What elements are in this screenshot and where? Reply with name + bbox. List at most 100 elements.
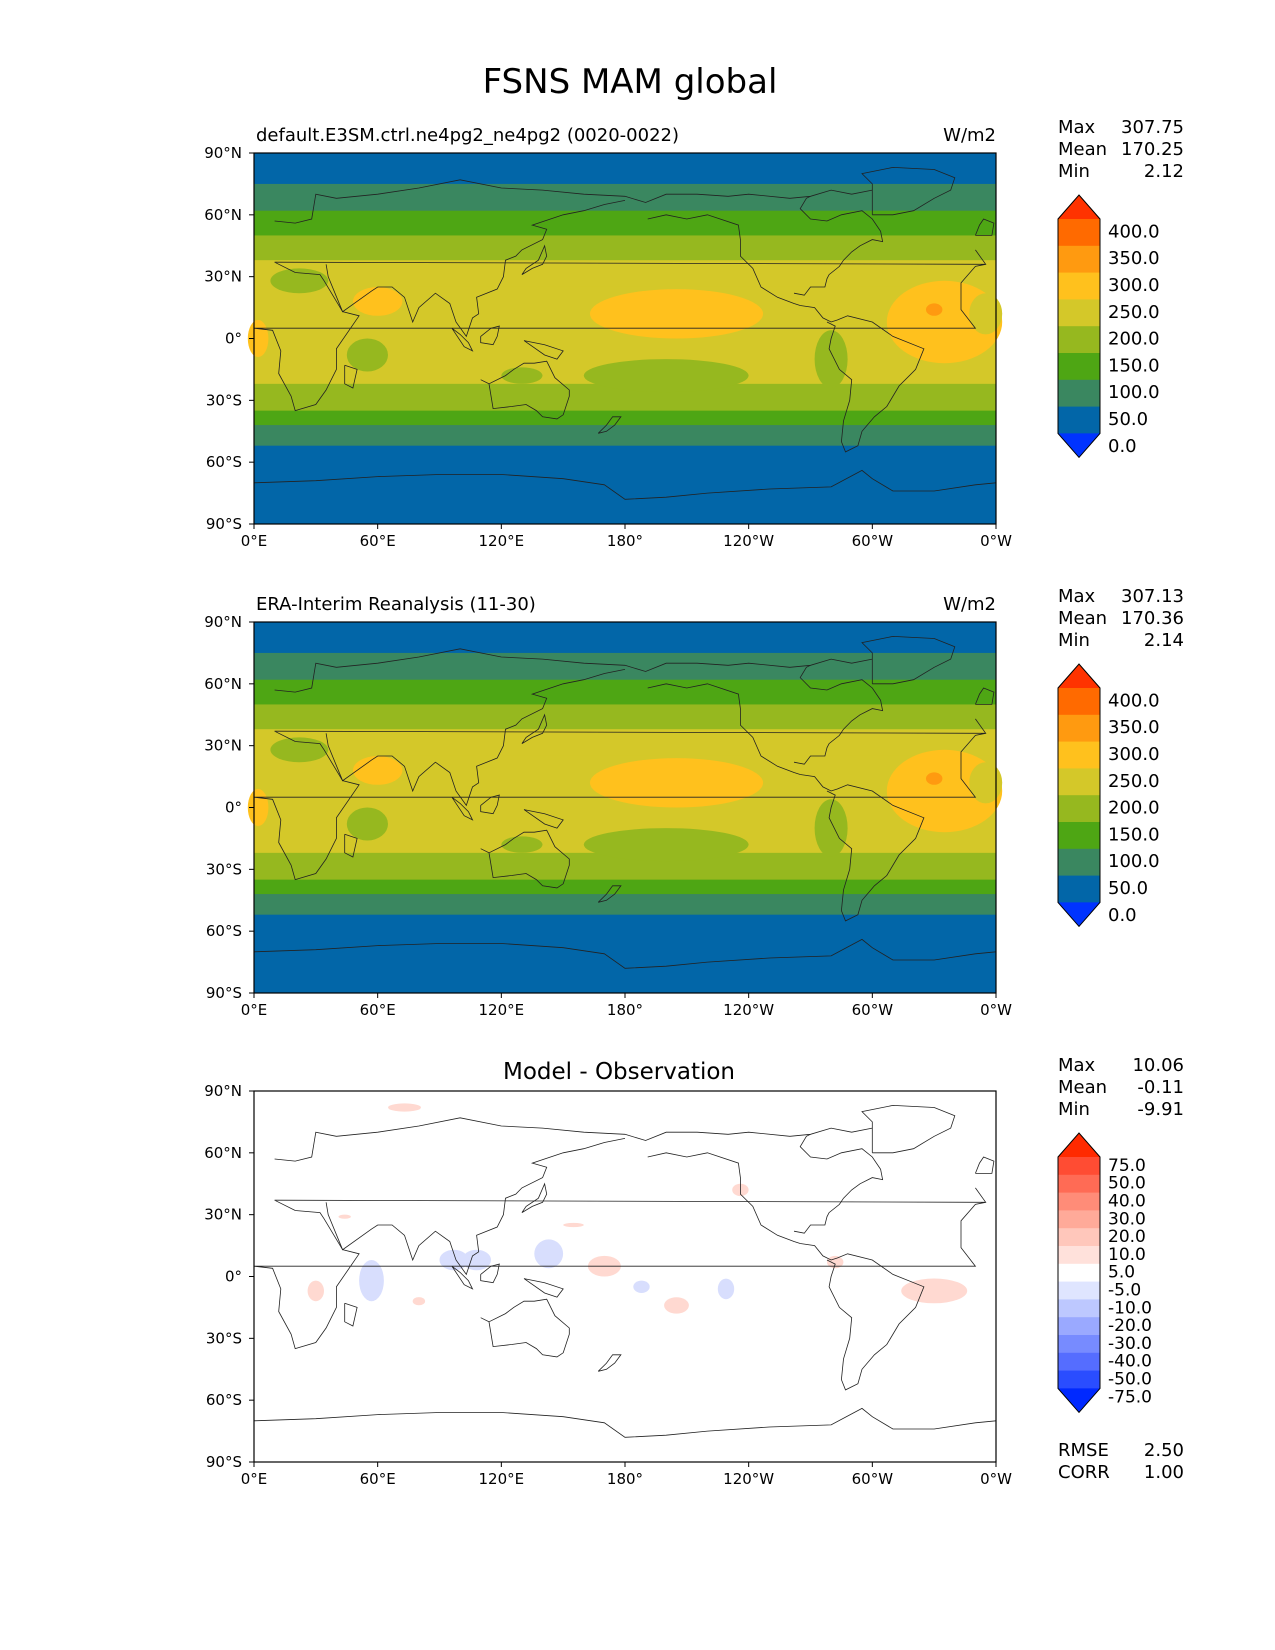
- field-band-1-11: [254, 935, 996, 994]
- stat-value: -0.11: [1137, 1077, 1184, 1098]
- y-tick-label: 90°S: [206, 984, 242, 1002]
- diff-patch-2-10: [901, 1278, 968, 1304]
- diff-patch-2-12: [412, 1297, 426, 1306]
- colorbar-segment-1-2: [1058, 714, 1100, 743]
- field-band-1-9: [254, 894, 996, 916]
- coastline-2-11: [793, 1133, 884, 1234]
- stat-value: 170.25: [1121, 139, 1184, 160]
- coastline-1-2: [325, 669, 626, 807]
- colorbar-segment-1-6: [1058, 822, 1100, 850]
- coastline-0-6: [523, 340, 564, 360]
- colorbar-extend-top-0: [1058, 195, 1100, 219]
- coastline-1-9: [597, 885, 622, 903]
- colorbar-label: -10.0: [1108, 1298, 1152, 1318]
- coastline-2-12: [861, 1104, 956, 1154]
- colorbar-segment-2-10: [1058, 1317, 1100, 1336]
- coastline-2-6: [523, 1278, 564, 1298]
- x-tick-label: 0°W: [980, 1470, 1012, 1488]
- y-tick-label: 90°N: [204, 1082, 242, 1100]
- coastline-0-1: [253, 249, 987, 412]
- panel-units: W/m2: [943, 125, 996, 146]
- x-tick-label: 120°E: [479, 1001, 525, 1019]
- colorbar-segment-2-9: [1058, 1299, 1100, 1318]
- colorbar-label: 5.0: [1108, 1263, 1135, 1283]
- colorbar-label: 0.0: [1108, 436, 1137, 457]
- stat-value: 1.00: [1144, 1462, 1184, 1483]
- coastline-0-8: [521, 244, 548, 275]
- field-feature-0-6: [346, 338, 388, 372]
- colorbar-label: -50.0: [1108, 1370, 1152, 1390]
- colorbar-outline-0: [1057, 194, 1101, 459]
- colorbar-segment-2-3: [1058, 1192, 1100, 1211]
- field-band-0-0: [254, 153, 996, 185]
- stat-label: CORR: [1058, 1462, 1110, 1483]
- diff-patch-2-3: [534, 1239, 564, 1269]
- field-feature-0-9: [501, 367, 543, 384]
- colorbar-extend-top-1: [1058, 664, 1100, 688]
- colorbar-segment-1-7: [1058, 848, 1100, 877]
- coastline-2-0: [274, 1117, 873, 1162]
- colorbar-label: 50.0: [1108, 1174, 1146, 1194]
- colorbar-extend-top-2: [1058, 1133, 1100, 1157]
- diff-patch-2-15: [338, 1214, 351, 1219]
- field-band-0-11: [254, 466, 996, 525]
- x-tick-label: 0°E: [241, 1470, 268, 1488]
- coastline-1-6: [523, 809, 564, 829]
- colorbar-segment-2-6: [1058, 1246, 1100, 1265]
- y-tick-label: 30°N: [204, 1206, 242, 1224]
- colorbar-segment-1-3: [1058, 741, 1100, 769]
- coastline-0-0: [274, 179, 873, 224]
- coastline-0-11: [793, 195, 884, 296]
- coastline-1-12: [861, 635, 956, 685]
- colorbar-label: 400.0: [1108, 221, 1160, 242]
- colorbar-label: 150.0: [1108, 824, 1160, 845]
- field-band-1-1: [254, 652, 996, 681]
- stat-label: Max: [1058, 586, 1096, 607]
- field-band-1-8: [254, 879, 996, 895]
- stat-label: Mean: [1058, 139, 1107, 160]
- field-band-1-0: [254, 622, 996, 654]
- x-tick-label: 120°W: [723, 532, 774, 550]
- colorbar-label: -40.0: [1108, 1352, 1152, 1372]
- stat-label: Max: [1058, 1055, 1096, 1076]
- field-band-0-9: [254, 425, 996, 447]
- field-feature-1-4: [926, 772, 943, 785]
- colorbar-segment-0-8: [1058, 406, 1100, 434]
- panel-2: 0°E 60°E 120°E 180° 120°W 60°W 0°W 90°N 60°N 30°N…: [204, 1055, 1184, 1488]
- y-tick-label: 90°N: [204, 613, 242, 631]
- colorbar-label: 20.0: [1108, 1227, 1146, 1247]
- colorbar-segment-2-1: [1058, 1157, 1100, 1176]
- coastline-0-3: [480, 360, 570, 420]
- colorbar-label: -30.0: [1108, 1334, 1152, 1354]
- coastline-1-7: [344, 833, 358, 858]
- colorbar-label: 10.0: [1108, 1245, 1146, 1265]
- colorbar-segment-0-1: [1058, 219, 1100, 247]
- x-tick-label: 120°W: [723, 1001, 774, 1019]
- field-band-1-3: [254, 704, 996, 730]
- y-tick-label: 0°: [225, 1268, 242, 1286]
- colorbar-label: 0.0: [1108, 905, 1137, 926]
- x-tick-label: 0°E: [241, 532, 268, 550]
- coastline-0-4: [451, 327, 474, 352]
- colorbar-label: 150.0: [1108, 355, 1160, 376]
- stat-value: 2.12: [1144, 161, 1184, 182]
- panel-title: Model - Observation: [503, 1059, 735, 1085]
- x-tick-label: 0°E: [241, 1001, 268, 1019]
- field-band-0-1: [254, 183, 996, 212]
- coastline-0-9: [597, 416, 622, 434]
- panel-title: ERA-Interim Reanalysis (11-30): [256, 594, 536, 615]
- stat-label: RMSE: [1058, 1440, 1109, 1461]
- colorbar-label: 75.0: [1108, 1156, 1146, 1176]
- colorbar-label: 200.0: [1108, 798, 1160, 819]
- y-tick-label: 30°S: [206, 860, 242, 878]
- colorbar-segment-1-8: [1058, 875, 1100, 903]
- y-tick-label: 30°N: [204, 268, 242, 286]
- coastline-1-3: [480, 829, 570, 889]
- diff-patch-2-4: [633, 1280, 650, 1294]
- stat-label: Mean: [1058, 1077, 1107, 1098]
- colorbar-segment-0-6: [1058, 353, 1100, 381]
- stat-label: Min: [1058, 630, 1090, 651]
- colorbar-outline-1: [1057, 663, 1101, 928]
- panel-0: 0°E 60°E 120°E 180° 120°W 60°W 0°W 90°N 60°N 30°N…: [204, 117, 1184, 550]
